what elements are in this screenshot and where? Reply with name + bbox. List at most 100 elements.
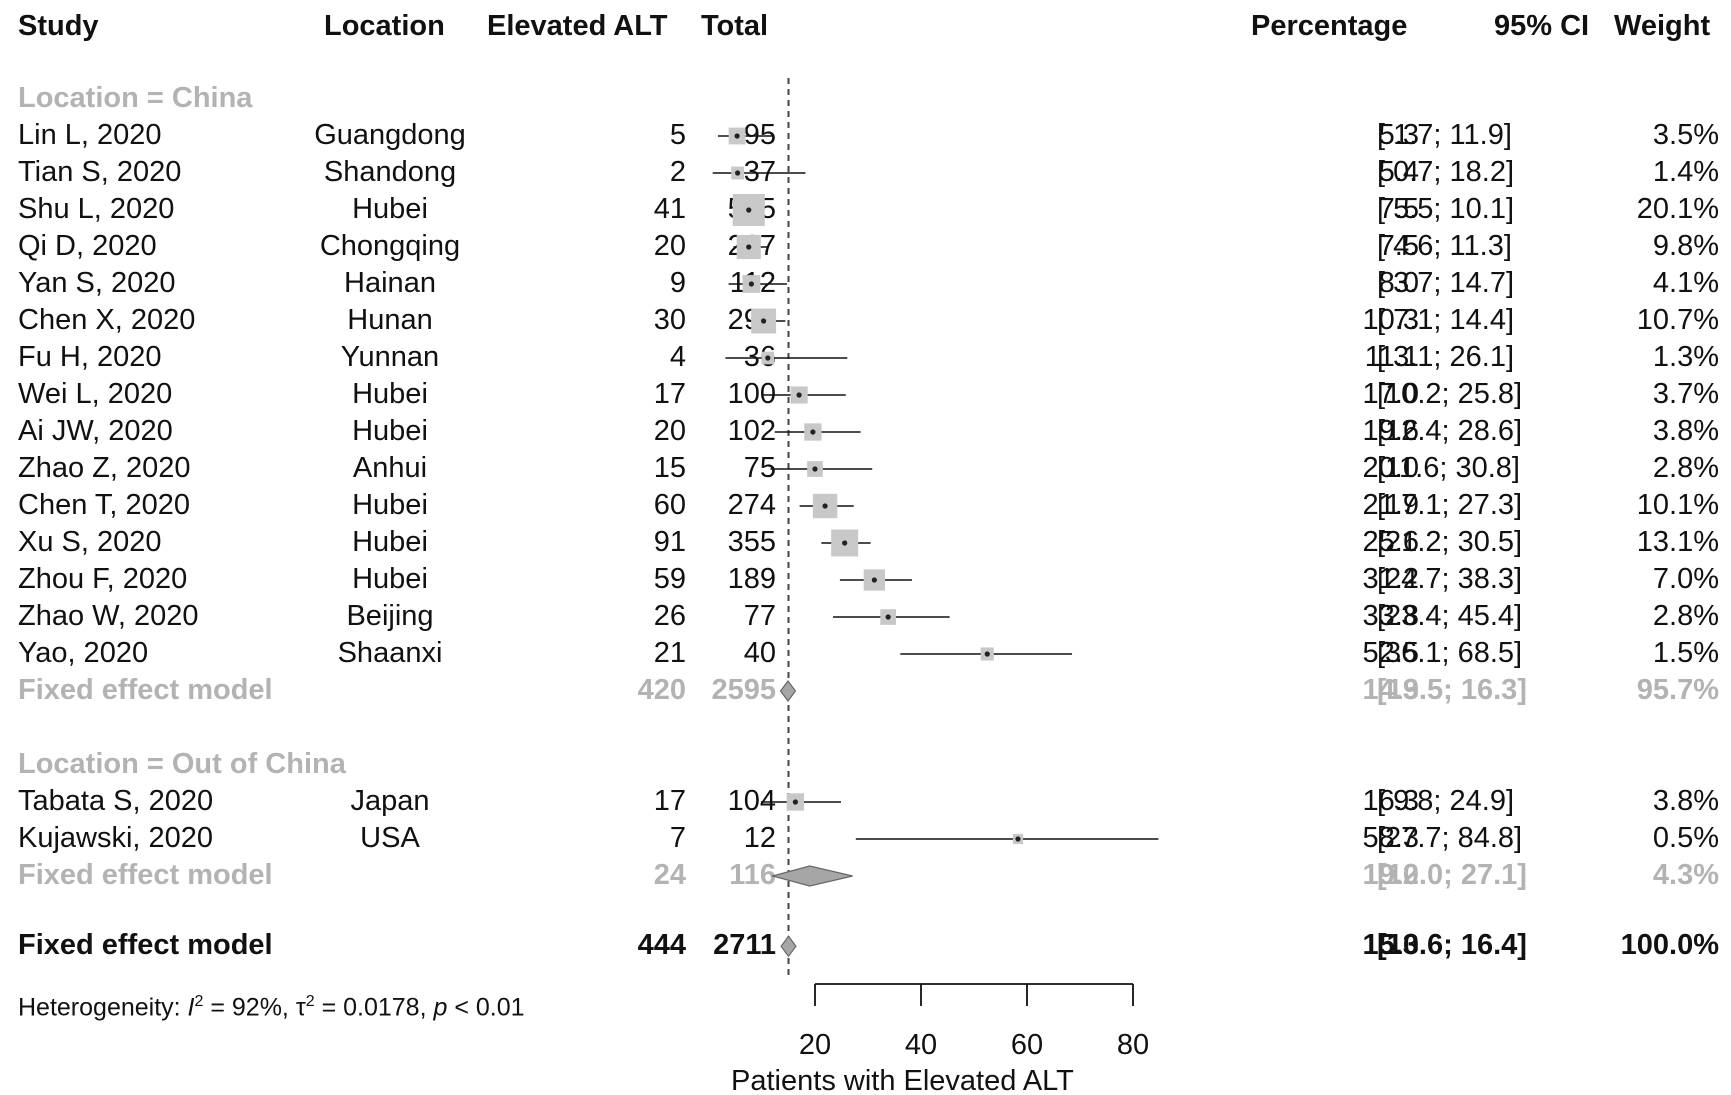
study-location: Beijing: [346, 600, 434, 632]
summary-diamond: [779, 679, 797, 703]
study-events: 91: [653, 526, 686, 558]
point-estimate: [1015, 836, 1021, 842]
study-events: 26: [653, 600, 686, 632]
study-location: Guangdong: [314, 119, 466, 151]
study-name: Qi D, 2020: [18, 230, 157, 262]
study-total: 274: [727, 489, 776, 521]
point-estimate: [746, 207, 752, 213]
x-tick-label: 40: [905, 1029, 937, 1061]
study-ci: [27.7; 84.8]: [1377, 822, 1523, 854]
point-estimate: [734, 133, 740, 139]
study-weight: 4.1%: [1652, 267, 1719, 299]
study-name: Zhao Z, 2020: [18, 452, 191, 484]
study-total: 12: [743, 822, 776, 854]
study-total: 77: [743, 600, 776, 632]
het-p-symbol: p: [433, 993, 448, 1022]
point-estimate: [792, 799, 798, 805]
study-total: 355: [727, 526, 776, 558]
study-location: Hubei: [352, 378, 428, 410]
point-estimate: [810, 429, 816, 435]
study-name: Zhou F, 2020: [18, 563, 188, 595]
study-name: Tian S, 2020: [18, 156, 182, 188]
header-total: Total: [701, 10, 769, 42]
study-events: 15: [653, 452, 686, 484]
het-prefix: Heterogeneity:: [18, 993, 188, 1022]
study-total: 37: [743, 156, 776, 188]
study-ci: [21.2; 30.5]: [1377, 526, 1523, 558]
study-total: 189: [727, 563, 776, 595]
header-percentage: Percentage: [1251, 10, 1408, 42]
overall-summary-ci: [13.6; 16.4]: [1377, 929, 1527, 962]
study-percentage: 8.0: [1378, 267, 1419, 299]
study-percentage: 21.9: [1362, 489, 1419, 521]
study-weight: 3.8%: [1652, 785, 1719, 817]
header-ci: 95% CI: [1494, 10, 1590, 42]
study-percentage: 19.6: [1362, 415, 1419, 447]
study-location: Hubei: [352, 526, 428, 558]
subgroup-summary-ci: [13.5; 16.3]: [1377, 674, 1527, 706]
study-weight: 13.1%: [1636, 526, 1719, 558]
study-name: Yao, 2020: [18, 637, 149, 669]
subgroup-summary-events: 420: [637, 674, 686, 706]
study-location: Hubei: [352, 415, 428, 447]
study-location: Hubei: [352, 193, 428, 225]
study-events: 17: [653, 378, 686, 410]
study-location: Hubei: [352, 563, 428, 595]
study-name: Ai JW, 2020: [18, 415, 173, 447]
subgroup-summary-ci: [12.0; 27.1]: [1377, 859, 1527, 891]
study-name: Chen X, 2020: [18, 304, 196, 336]
study-ci: [ 3.1; 26.1]: [1377, 341, 1515, 373]
point-estimate: [796, 392, 802, 398]
study-total: 100: [727, 378, 776, 410]
study-weight: 9.8%: [1652, 230, 1719, 262]
point-estimate: [871, 577, 877, 583]
study-weight: 2.8%: [1652, 600, 1719, 632]
study-percentage: 17.0: [1362, 378, 1419, 410]
heterogeneity-text: Heterogeneity: I2 = 92%, τ2 = 0.0178, p …: [18, 993, 525, 1022]
study-percentage: 11.1: [1364, 341, 1419, 373]
study-percentage: 5.3: [1378, 119, 1419, 151]
study-weight: 1.4%: [1652, 156, 1719, 188]
study-events: 2: [669, 156, 686, 188]
point-estimate: [822, 503, 828, 509]
study-weight: 1.5%: [1652, 637, 1719, 669]
study-percentage: 58.3: [1362, 822, 1419, 854]
study-total: 102: [727, 415, 776, 447]
subgroup-summary-percentage: 14.9: [1362, 674, 1419, 706]
x-axis-label: Patients with Elevated ALT: [731, 1065, 1074, 1095]
subgroup-summary-weight: 95.7%: [1636, 674, 1719, 706]
overall-summary-total: 2711: [713, 929, 776, 962]
study-weight: 20.1%: [1636, 193, 1719, 225]
study-name: Yan S, 2020: [18, 267, 176, 299]
point-estimate: [765, 355, 771, 361]
het-tau-symbol: τ: [295, 993, 306, 1022]
study-ci: [ 1.7; 11.9]: [1377, 119, 1512, 151]
study-weight: 10.7%: [1636, 304, 1719, 336]
het-p-value: < 0.01: [447, 993, 525, 1022]
het-i2-sup: 2: [194, 993, 204, 1010]
point-estimate: [842, 540, 848, 546]
study-events: 9: [669, 267, 686, 299]
study-ci: [ 3.7; 14.7]: [1377, 267, 1515, 299]
study-percentage: 5.4: [1378, 156, 1419, 188]
study-name: Xu S, 2020: [18, 526, 162, 558]
point-estimate: [746, 244, 752, 250]
subgroup-summary-label: Fixed effect model: [18, 859, 273, 891]
study-ci: [10.2; 25.8]: [1377, 378, 1523, 410]
study-location: Shandong: [323, 156, 457, 188]
study-total: 40: [743, 637, 776, 669]
study-weight: 1.3%: [1652, 341, 1719, 373]
study-events: 59: [653, 563, 686, 595]
study-percentage: 33.8: [1362, 600, 1419, 632]
study-weight: 3.5%: [1652, 119, 1719, 151]
study-name: Tabata S, 2020: [18, 785, 214, 817]
point-estimate: [760, 318, 767, 324]
subgroup-summary-events: 24: [653, 859, 686, 891]
study-total: 95: [743, 119, 776, 151]
study-weight: 7.0%: [1652, 563, 1719, 595]
study-ci: [ 4.6; 11.3]: [1377, 230, 1512, 262]
point-estimate: [812, 466, 818, 472]
study-ci: [ 0.7; 18.2]: [1377, 156, 1515, 188]
subgroup-summary-weight: 4.3%: [1652, 859, 1719, 891]
